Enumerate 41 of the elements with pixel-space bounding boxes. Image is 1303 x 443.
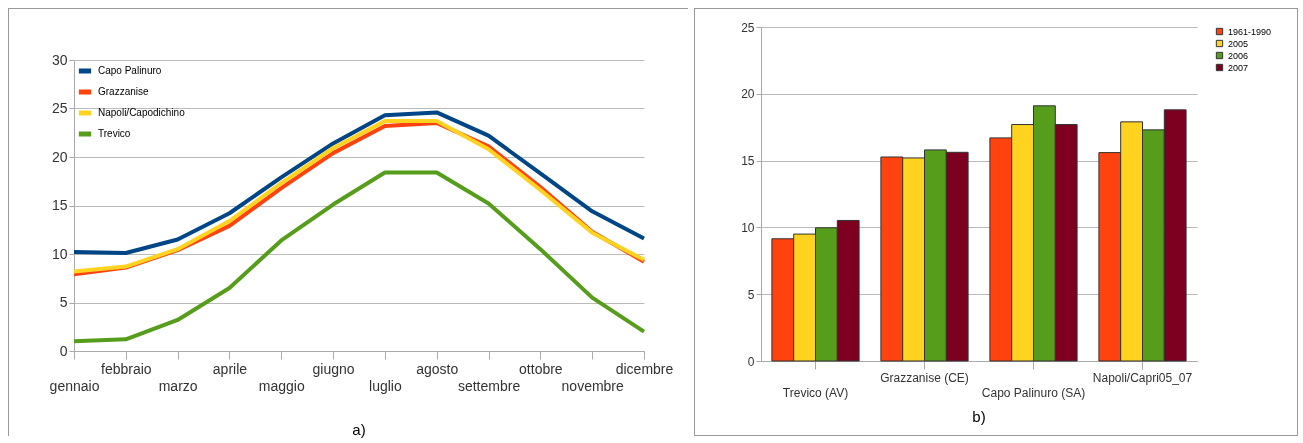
x-tick-label: novembre [561, 377, 625, 394]
y-tick-label: 15 [51, 197, 68, 213]
x-tick-label: dicembre [615, 360, 674, 377]
x-tick-label: maggio [258, 377, 305, 394]
x-tick-label: aprile [212, 360, 248, 377]
y-tick-label: 10 [741, 220, 755, 235]
legend-label: Grazzanise [98, 86, 150, 97]
x-tick-label: marzo [158, 377, 198, 394]
y-tick-label: 25 [741, 20, 755, 35]
x-tick-label: agosto [416, 360, 459, 377]
x-tick-label: Grazzanise (CE) [880, 370, 969, 385]
y-tick-label: 20 [51, 148, 68, 165]
y-tick-label: 30 [51, 51, 68, 68]
y-tick-label: 25 [51, 100, 68, 116]
x-tick-label: gennaio [49, 377, 100, 394]
line-series [72, 170, 646, 344]
x-tick-label: febbraio [101, 360, 152, 377]
y-tick-label: 0 [747, 354, 755, 369]
x-tick-label: ottobre [519, 360, 563, 377]
text: b) [972, 408, 986, 425]
legend-label: 1961-1990 [1228, 26, 1272, 37]
x-tick-label: luglio [369, 377, 402, 394]
line-series [72, 110, 646, 256]
x-tick-label: settembre [457, 377, 521, 394]
x-tick-label: giugno [312, 360, 355, 377]
y-tick-label: 0 [59, 342, 68, 359]
y-tick-label: 10 [51, 245, 68, 262]
y-tick-label: 5 [59, 294, 68, 310]
legend-label: 2006 [1228, 50, 1249, 61]
legend-label: Capo Palinuro [98, 65, 162, 76]
y-tick-label: 5 [747, 287, 755, 302]
legend-label: Napoli/Capodichino [98, 107, 186, 118]
legend-label: 2005 [1228, 38, 1249, 49]
legend-label: 2007 [1228, 62, 1249, 73]
x-tick-label: Napoli/Capri05_07 [1092, 370, 1193, 385]
y-tick-label: 15 [741, 154, 755, 169]
legend-label: Trevico [98, 128, 131, 139]
text: a) [352, 421, 366, 438]
x-tick-label: Capo Palinuro (SA) [981, 385, 1086, 400]
y-tick-label: 20 [741, 87, 755, 102]
x-tick-label: Trevico (AV) [782, 385, 849, 400]
